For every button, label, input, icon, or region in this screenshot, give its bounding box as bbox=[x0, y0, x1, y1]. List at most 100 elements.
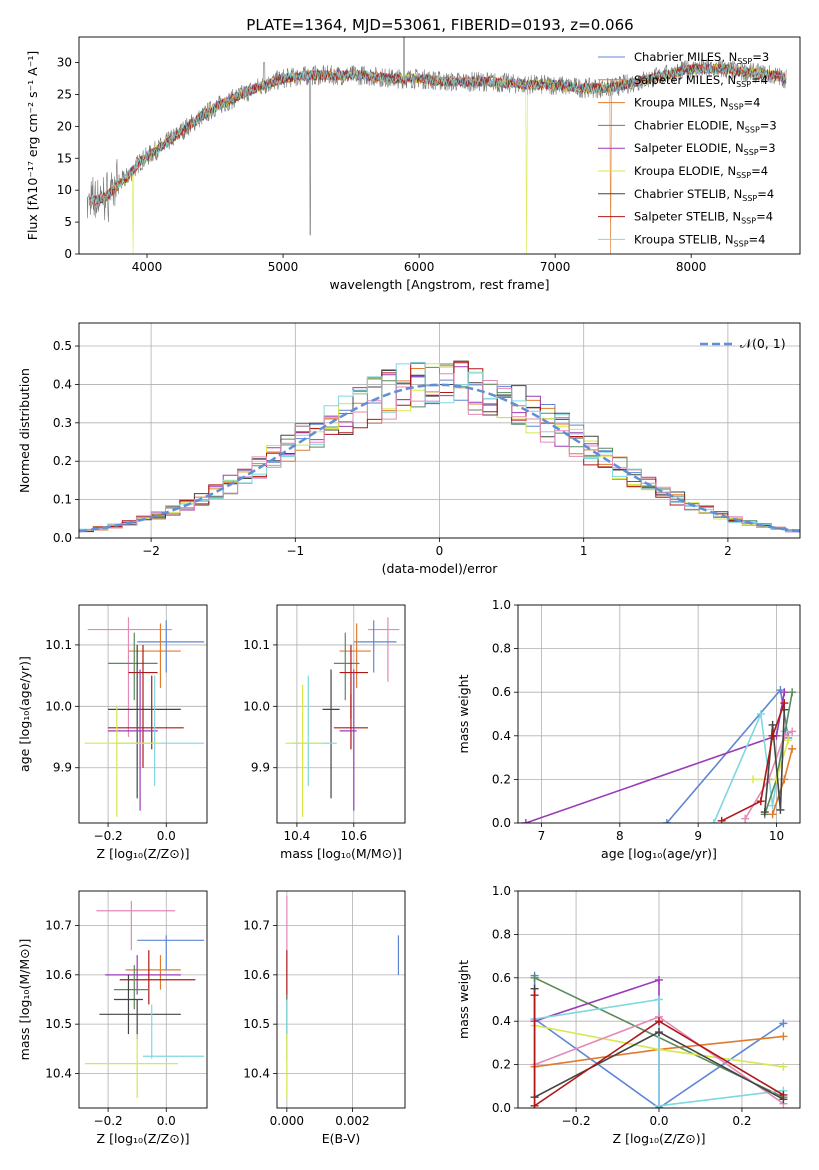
axes-frame bbox=[78, 604, 208, 824]
plot-area bbox=[286, 895, 400, 1099]
weight-marker bbox=[655, 1017, 663, 1026]
weight-marker bbox=[788, 744, 797, 753]
axes-frame bbox=[276, 890, 406, 1109]
weight-marker bbox=[788, 727, 797, 736]
legend-entry: 𝒩(0, 1) bbox=[740, 336, 786, 351]
weight-marker bbox=[772, 775, 781, 784]
weight-marker bbox=[709, 819, 718, 823]
y-axis-label: mass weight bbox=[456, 674, 471, 753]
x-tick-label: −2 bbox=[142, 544, 160, 558]
x-tick-label: 10.4 bbox=[284, 829, 311, 843]
x-tick-label: 0 bbox=[436, 544, 444, 558]
x-tick-label: 1 bbox=[580, 544, 588, 558]
weight-marker bbox=[779, 1032, 788, 1041]
plot-area bbox=[84, 900, 205, 1099]
y-tick-label: 0.4 bbox=[53, 377, 72, 391]
y-tick-label: 0.0 bbox=[53, 531, 72, 545]
weight-marker bbox=[662, 819, 671, 823]
plot-area bbox=[84, 617, 205, 817]
weight-marker bbox=[717, 816, 726, 823]
x-axis-label: (data-model)/error bbox=[382, 561, 499, 576]
y-tick-label: 0.2 bbox=[53, 454, 72, 468]
y-tick-label: 10.1 bbox=[243, 638, 270, 652]
axes-frame bbox=[517, 604, 801, 824]
weight-series-8 bbox=[533, 995, 784, 1108]
y-tick-label: 10.4 bbox=[243, 1066, 270, 1080]
legend-entry: Kroupa ELODIE, NSSP=4 bbox=[634, 164, 768, 180]
panel-age-vs-Z: −0.2 0.0 9.9 10.0 10.1 Z [log₁₀(Z/Z⊙)] age [lo… bbox=[17, 604, 208, 861]
y-tick-label: 0.5 bbox=[53, 339, 72, 353]
weight-series-7 bbox=[764, 709, 786, 813]
y-tick-label: 1.0 bbox=[492, 598, 511, 612]
weight-marker bbox=[521, 819, 530, 823]
y-tick-label: 5 bbox=[64, 215, 72, 229]
y-tick-label: 10.7 bbox=[243, 919, 270, 933]
panel-residuals: −2 −1 0 1 2 0.0 0.1 0.2 0.3 0.4 0.5 (data-model)/er… bbox=[17, 322, 801, 576]
x-tick-label: 0.0 bbox=[157, 1114, 176, 1128]
x-tick-label: 0.0 bbox=[157, 829, 176, 843]
plot-area bbox=[530, 971, 788, 1108]
y-tick-label: 10.5 bbox=[243, 1017, 270, 1031]
weight-marker bbox=[776, 805, 785, 814]
panel-age-vs-mass: 10.4 10.6 9.9 10.0 10.1 mass [log₁₀(M/M⊙)] bbox=[243, 604, 406, 861]
x-tick-label: 0.0 bbox=[649, 1114, 668, 1128]
y-tick-label: 0.0 bbox=[492, 1101, 511, 1115]
weight-marker bbox=[780, 699, 789, 708]
x-axis-label: Z [log₁₀(Z/Z⊙)] bbox=[97, 846, 190, 861]
y-tick-label: 10.1 bbox=[45, 638, 72, 652]
y-tick-label: 30 bbox=[57, 56, 72, 70]
weight-series-8 bbox=[721, 702, 786, 822]
weight-marker bbox=[788, 688, 797, 697]
normal-curve bbox=[79, 383, 800, 533]
model-line-8 bbox=[89, 64, 787, 206]
y-axis-label: Normed distribution bbox=[17, 368, 32, 493]
y-tick-label: 10.6 bbox=[45, 968, 72, 982]
x-axis-label: Z [log₁₀(Z/Z⊙)] bbox=[613, 1131, 706, 1146]
y-tick-label: 25 bbox=[57, 87, 72, 101]
weight-marker bbox=[779, 1090, 788, 1099]
x-axis-label: wavelength [Angstrom, rest frame] bbox=[329, 277, 549, 292]
axes-frame bbox=[78, 322, 801, 539]
weight-marker bbox=[655, 995, 663, 1004]
weight-marker bbox=[655, 975, 663, 984]
y-tick-label: 0.0 bbox=[492, 816, 511, 830]
weight-marker bbox=[768, 731, 777, 740]
panel-weight-vs-Z: −0.2 0.0 0.2 0.0 0.2 0.4 0.6 0.8 1.0 Z [log₁₀(Z/Z… bbox=[456, 884, 801, 1146]
plot-area bbox=[285, 617, 400, 817]
weight-series-3 bbox=[534, 978, 660, 1108]
legend-entry: Chabrier STELIB, NSSP=4 bbox=[634, 187, 774, 203]
panel-mass-vs-ebv: 0.000 0.002 10.4 10.5 10.6 10.7 E(B-V) bbox=[243, 890, 406, 1146]
weight-marker bbox=[741, 814, 750, 823]
y-tick-label: 0 bbox=[64, 247, 72, 261]
x-axis-label: E(B-V) bbox=[322, 1131, 361, 1146]
weight-marker bbox=[530, 1101, 539, 1108]
y-axis-label: age [log₁₀(age/yr)] bbox=[17, 656, 32, 772]
x-tick-label: 0.000 bbox=[270, 1114, 304, 1128]
weight-series-6 bbox=[744, 730, 793, 820]
x-tick-label: 0.2 bbox=[732, 1114, 751, 1128]
x-tick-label: 6000 bbox=[404, 260, 435, 274]
y-tick-label: 0.3 bbox=[53, 416, 72, 430]
weight-marker bbox=[655, 1101, 663, 1108]
x-tick-label: 5000 bbox=[268, 260, 299, 274]
model-line-5 bbox=[89, 63, 787, 254]
y-axis-label: Flux [fλ10⁻¹⁷ erg cm⁻² s⁻¹ A⁻¹] bbox=[25, 51, 40, 240]
axes-frame bbox=[78, 890, 208, 1109]
y-tick-label: 0.6 bbox=[492, 685, 511, 699]
panel-weight-vs-age: 7 8 9 10 0.0 0.2 0.4 0.6 0.8 1.0 age [log₁₀(age/yr… bbox=[456, 598, 801, 861]
weight-marker bbox=[768, 810, 777, 819]
plot-area bbox=[79, 360, 800, 533]
x-tick-label: 10 bbox=[769, 829, 784, 843]
legend-entry: Chabrier MILES, NSSP=3 bbox=[634, 50, 769, 66]
histogram-4 bbox=[79, 363, 800, 532]
weight-marker bbox=[756, 797, 765, 806]
y-tick-label: 10.6 bbox=[243, 968, 270, 982]
weight-marker bbox=[779, 1019, 788, 1028]
x-tick-label: −0.2 bbox=[561, 1114, 590, 1128]
x-tick-label: 9 bbox=[694, 829, 702, 843]
legend-entry: Salpeter MILES, NSSP=4 bbox=[634, 73, 768, 89]
y-tick-label: 20 bbox=[57, 119, 72, 133]
weight-marker bbox=[530, 973, 539, 982]
x-tick-label: 8000 bbox=[676, 260, 707, 274]
